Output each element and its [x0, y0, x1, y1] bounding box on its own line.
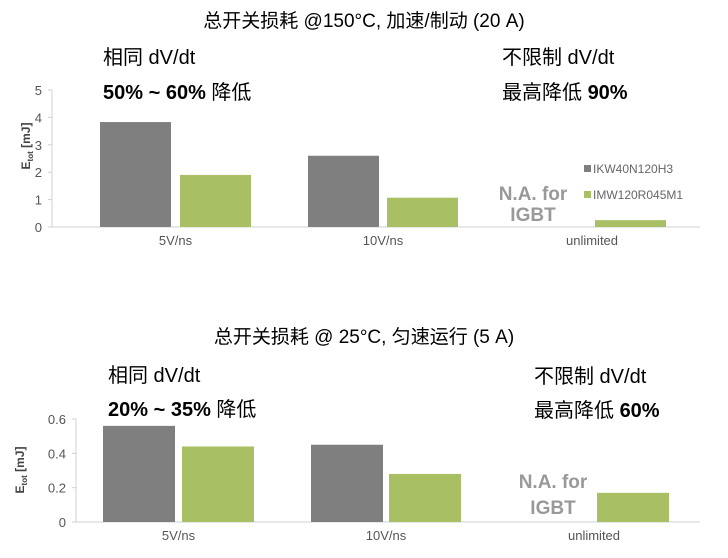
- y-tick-label: 4: [35, 110, 42, 125]
- annotation-max-reduction-value: 60%: [620, 400, 660, 422]
- legend-swatch: [584, 191, 591, 198]
- y-tick-label: 3: [35, 138, 42, 153]
- annotation-unlimited-dvdt: 不限制 dV/dt: [502, 46, 615, 69]
- y-axis-label-main: E: [19, 161, 33, 169]
- bar-IKW40N120H3-10V/ns: [311, 444, 383, 522]
- annotation-same-dvdt: 相同 dV/dt: [108, 364, 201, 387]
- x-category-label: 10V/ns: [366, 528, 407, 543]
- legend-label: IKW40N120H3: [593, 162, 673, 176]
- y-tick-label: 5: [35, 83, 42, 98]
- y-tick-label: 2: [35, 165, 42, 180]
- chart-title: 总开关损耗 @150°C, 加速/制动 (20 A): [203, 10, 524, 32]
- annotation-max-reduction-label: 最高降低: [534, 399, 620, 422]
- chart-title: 总开关损耗 @ 25°C, 匀速运行 (5 A): [214, 326, 514, 348]
- annotation-max-reduction: 最高降低 90%: [502, 81, 628, 104]
- chart-1: 总开关损耗 @150°C, 加速/制动 (20 A) 相同 dV/dt 50% ~ …: [19, 10, 700, 248]
- y-axis-label-unit: [mJ]: [19, 123, 33, 152]
- annotation-max-reduction-label: 最高降低: [502, 81, 588, 104]
- y-tick-label: 1: [35, 193, 42, 208]
- annotation-reduction-range: 50% ~ 60% 降低: [103, 81, 251, 104]
- bar-IMW120R045M1-5V/ns: [180, 174, 251, 227]
- y-tick-label: 0.4: [48, 446, 66, 461]
- y-tick-label: 0: [35, 220, 42, 235]
- y-axis-label-sub: tot: [20, 475, 29, 486]
- annotation-reduction-value: 20% ~ 35%: [108, 399, 211, 421]
- annotation-reduction-value: 50% ~ 60%: [103, 82, 206, 104]
- annotation-unlimited-dvdt: 不限制 dV/dt: [534, 365, 647, 388]
- annotation-max-reduction: 最高降低 60%: [534, 399, 660, 422]
- x-category-label: 5V/ns: [162, 528, 196, 543]
- y-axis-label: Etot [mJ]: [19, 123, 35, 170]
- x-category-label: unlimited: [568, 528, 620, 543]
- y-tick-label: 0: [59, 515, 66, 530]
- y-axis-label-unit: [mJ]: [13, 447, 27, 476]
- annotation-reduction-label: 降低: [211, 398, 257, 421]
- x-category-label: 10V/ns: [363, 233, 404, 248]
- x-category-label: unlimited: [566, 233, 618, 248]
- bar-IKW40N120H3-5V/ns: [103, 425, 175, 522]
- bar-IMW120R045M1-10V/ns: [387, 197, 458, 227]
- y-tick-label: 0.6: [48, 412, 66, 427]
- legend-label: IMW120R045M1: [593, 188, 683, 202]
- bar-IMW120R045M1-10V/ns: [389, 473, 461, 522]
- bar-IMW120R045M1-unlimited: [595, 220, 666, 227]
- bar-IMW120R045M1-unlimited: [597, 492, 669, 522]
- bar-IKW40N120H3-10V/ns: [308, 155, 379, 227]
- y-axis-label-main: E: [13, 485, 27, 493]
- na-for-igbt-line1: N.A. for: [499, 184, 568, 205]
- y-tick-label: 0.2: [48, 481, 66, 496]
- na-for-igbt-line2: IGBT: [510, 205, 556, 226]
- annotation-reduction-label: 降低: [206, 81, 252, 104]
- bar-IMW120R045M1-5V/ns: [182, 446, 254, 522]
- annotation-reduction-range: 20% ~ 35% 降低: [108, 398, 256, 421]
- na-for-igbt-line1: N.A. for: [519, 472, 588, 493]
- x-category-label: 5V/ns: [159, 233, 193, 248]
- annotation-max-reduction-value: 90%: [588, 82, 628, 104]
- y-axis-label-sub: tot: [26, 151, 35, 162]
- annotation-same-dvdt: 相同 dV/dt: [103, 46, 196, 69]
- na-for-igbt-line2: IGBT: [530, 498, 576, 519]
- y-axis-label: Etot [mJ]: [13, 447, 29, 494]
- bar-IKW40N120H3-5V/ns: [100, 122, 171, 227]
- chart-2: 总开关损耗 @ 25°C, 匀速运行 (5 A) 相同 dV/dt 20% ~ 35…: [13, 326, 700, 543]
- legend-swatch: [584, 165, 591, 172]
